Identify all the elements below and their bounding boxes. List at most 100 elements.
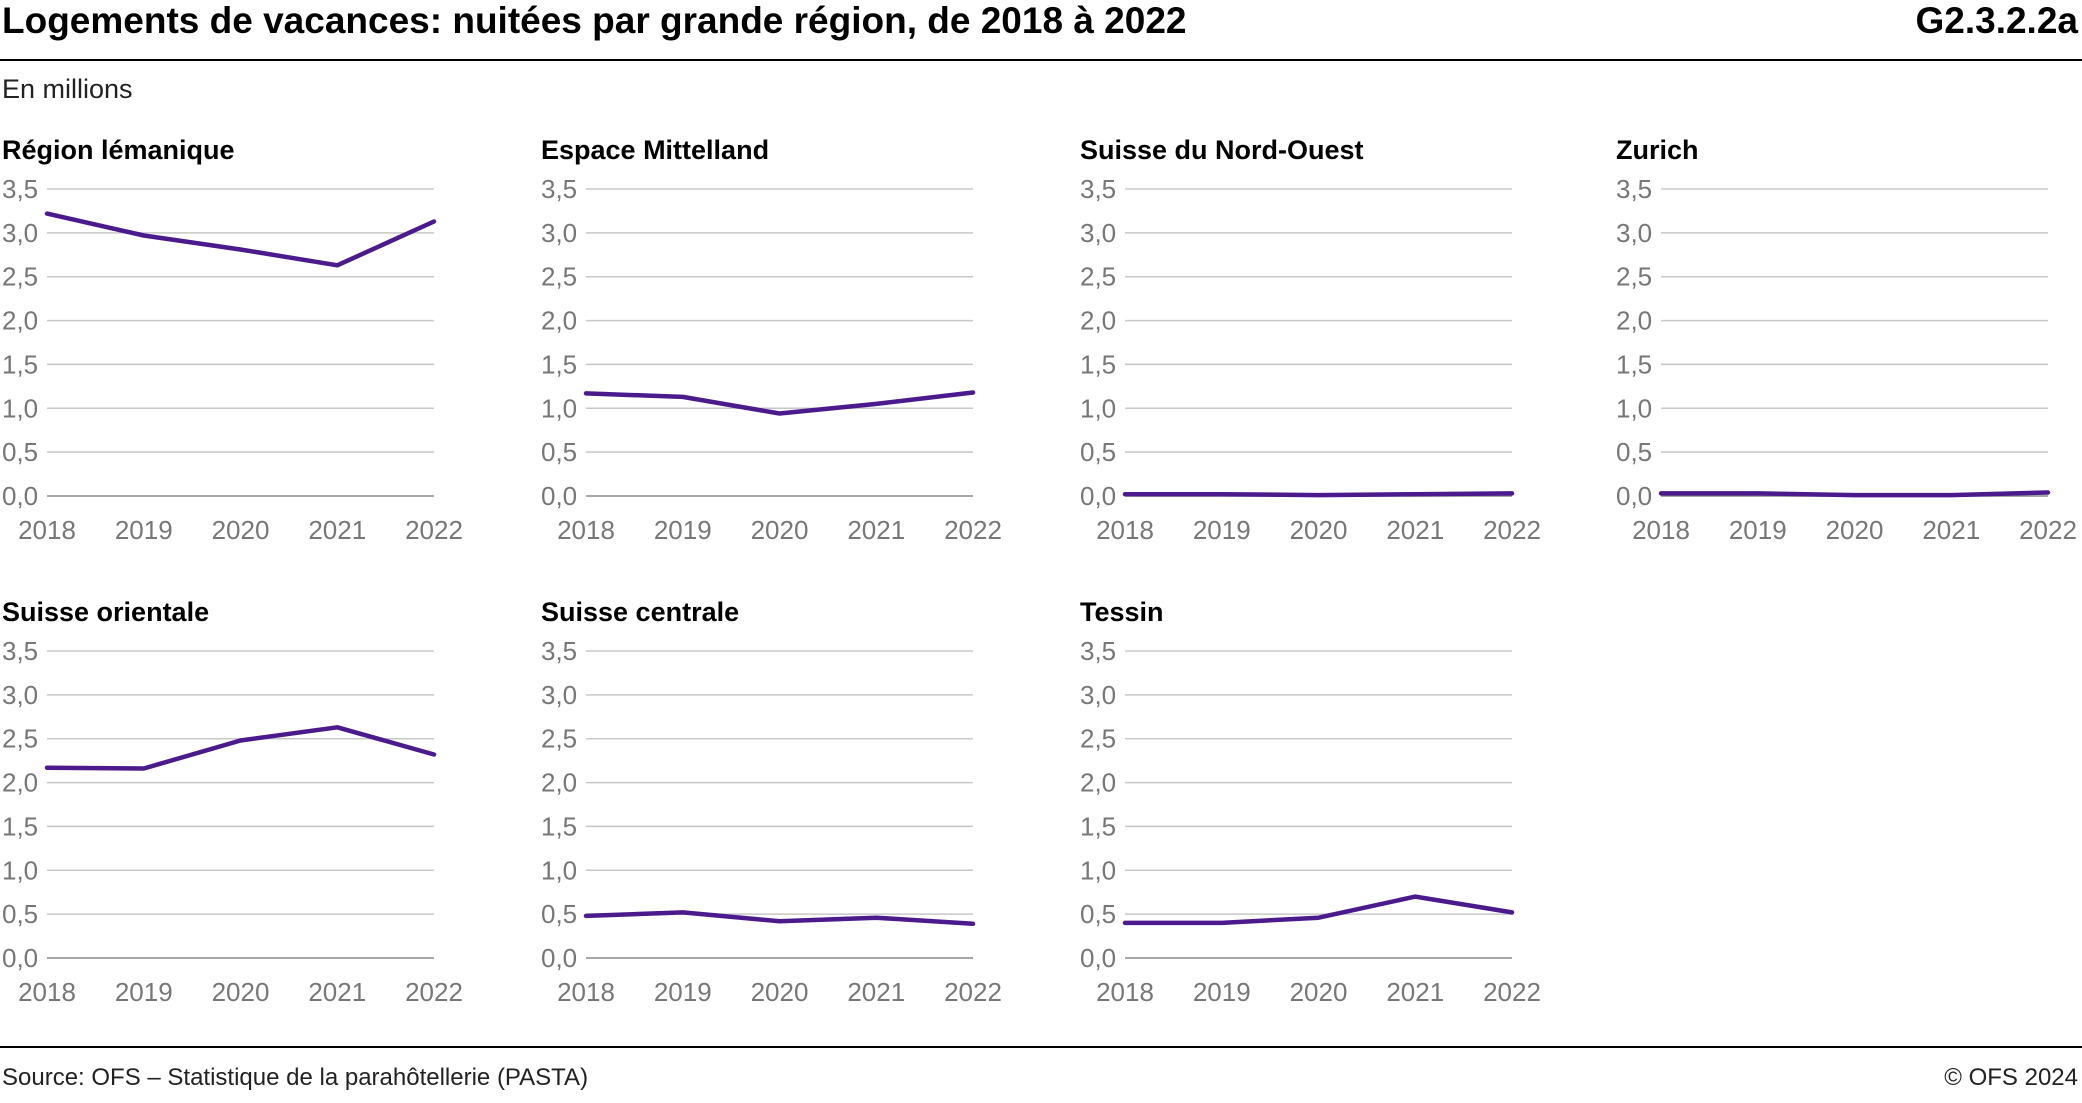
x-tick-label: 2019 <box>115 515 173 545</box>
y-tick-label: 1,0 <box>1080 855 1116 885</box>
y-tick-label: 0,0 <box>1616 481 1652 511</box>
y-tick-label: 2,0 <box>1080 768 1116 798</box>
x-tick-label: 2022 <box>405 977 463 1007</box>
x-tick-label: 2020 <box>212 515 270 545</box>
panel-3: Suisse du Nord-Ouest 0,0 0,5 1,0 1,5 2,0 2,5 3,… <box>1080 135 1541 545</box>
y-tick-label: 3,0 <box>1080 218 1116 248</box>
footer-rule <box>0 1046 2082 1048</box>
y-tick-label: 3,5 <box>541 174 577 204</box>
y-tick-label: 3,0 <box>2 218 38 248</box>
panel-2: Espace Mittelland 0,0 0,5 1,0 1,5 2,0 2,5 3,0 3,… <box>541 135 1002 545</box>
unit-label: En millions <box>2 74 133 104</box>
y-tick-label: 0,5 <box>2 437 38 467</box>
y-tick-label: 1,5 <box>2 811 38 841</box>
y-tick-label: 3,0 <box>1616 218 1652 248</box>
y-tick-label: 0,5 <box>2 899 38 929</box>
y-tick-label: 3,5 <box>541 636 577 666</box>
x-tick-label: 2018 <box>1096 515 1154 545</box>
x-tick-label: 2021 <box>1386 977 1444 1007</box>
y-tick-label: 1,5 <box>541 811 577 841</box>
x-tick-label: 2018 <box>1632 515 1690 545</box>
y-tick-label: 1,5 <box>1616 349 1652 379</box>
y-tick-label: 2,0 <box>2 306 38 336</box>
y-tick-label: 0,5 <box>541 437 577 467</box>
y-tick-label: 1,0 <box>2 393 38 423</box>
y-tick-label: 2,5 <box>2 724 38 754</box>
y-tick-label: 2,0 <box>541 306 577 336</box>
panel-title: Suisse du Nord-Ouest <box>1080 135 1364 165</box>
series-line <box>1658 490 2051 498</box>
x-tick-label: 2018 <box>1096 977 1154 1007</box>
x-tick-label: 2019 <box>654 977 712 1007</box>
y-tick-label: 1,5 <box>1080 811 1116 841</box>
panel-7: Tessin 0,0 0,5 1,0 1,5 2,0 2,5 3,0 3,5 2018 2019 20… <box>1080 597 1541 1007</box>
chart-header: Logements de vacances: nuitées par grand… <box>0 0 2082 62</box>
panel-title: Zurich <box>1616 135 1699 165</box>
y-tick-label: 2,5 <box>1080 262 1116 292</box>
y-tick-label: 3,5 <box>1616 174 1652 204</box>
x-tick-label: 2019 <box>115 977 173 1007</box>
y-tick-label: 1,5 <box>2 349 38 379</box>
y-tick-label: 2,5 <box>1080 724 1116 754</box>
y-tick-label: 0,0 <box>1080 943 1116 973</box>
x-tick-label: 2021 <box>308 515 366 545</box>
y-tick-label: 1,5 <box>1080 349 1116 379</box>
x-tick-label: 2020 <box>212 977 270 1007</box>
y-tick-label: 3,5 <box>1080 636 1116 666</box>
x-tick-label: 2021 <box>308 977 366 1007</box>
series-line <box>44 725 437 771</box>
series-line <box>1122 894 1515 926</box>
panel-5: Suisse orientale 0,0 0,5 1,0 1,5 2,0 2,5 3,0 3,5… <box>2 597 463 1007</box>
panel-1: Région lémanique 0,0 0,5 1,0 1,5 2,0 2,5 3,0 3,5… <box>2 135 463 545</box>
y-tick-label: 1,0 <box>1080 393 1116 423</box>
y-tick-label: 2,0 <box>2 768 38 798</box>
y-tick-label: 0,0 <box>541 943 577 973</box>
x-tick-label: 2021 <box>1386 515 1444 545</box>
x-tick-label: 2020 <box>1826 515 1884 545</box>
series-line <box>583 910 976 927</box>
x-tick-label: 2018 <box>557 515 615 545</box>
x-tick-label: 2022 <box>1483 515 1541 545</box>
y-tick-label: 0,0 <box>1080 481 1116 511</box>
x-tick-label: 2019 <box>1729 515 1787 545</box>
x-tick-label: 2022 <box>1483 977 1541 1007</box>
y-tick-label: 2,5 <box>541 262 577 292</box>
source-note: Source: OFS – Statistique de la parahôte… <box>2 1064 589 1091</box>
y-tick-label: 1,0 <box>1616 393 1652 423</box>
y-tick-label: 2,0 <box>1616 306 1652 336</box>
y-tick-label: 3,0 <box>2 680 38 710</box>
x-tick-label: 2019 <box>654 515 712 545</box>
x-tick-label: 2021 <box>847 977 905 1007</box>
y-tick-label: 0,0 <box>2 481 38 511</box>
panel-6: Suisse centrale 0,0 0,5 1,0 1,5 2,0 2,5 3,0 3,5 2… <box>541 597 1002 1007</box>
y-tick-label: 3,5 <box>2 636 38 666</box>
chart-code: G2.3.2.2a <box>1915 0 2078 41</box>
x-tick-label: 2022 <box>405 515 463 545</box>
x-tick-label: 2021 <box>1922 515 1980 545</box>
x-tick-label: 2022 <box>944 515 1002 545</box>
panel-title: Espace Mittelland <box>541 135 769 165</box>
y-tick-label: 3,0 <box>541 218 577 248</box>
chart-title: Logements de vacances: nuitées par grand… <box>2 0 1187 41</box>
y-tick-label: 1,0 <box>541 393 577 423</box>
x-tick-label: 2020 <box>751 977 809 1007</box>
y-tick-label: 3,5 <box>2 174 38 204</box>
x-tick-label: 2018 <box>18 977 76 1007</box>
y-tick-label: 3,0 <box>1080 680 1116 710</box>
y-tick-label: 0,5 <box>541 899 577 929</box>
y-tick-label: 2,5 <box>2 262 38 292</box>
copyright-note: © OFS 2024 <box>1944 1064 2078 1091</box>
y-tick-label: 1,5 <box>541 349 577 379</box>
x-tick-label: 2022 <box>2019 515 2077 545</box>
x-tick-label: 2020 <box>1290 515 1348 545</box>
panel-title: Suisse centrale <box>541 597 739 627</box>
x-tick-label: 2019 <box>1193 977 1251 1007</box>
y-tick-label: 0,5 <box>1080 437 1116 467</box>
y-tick-label: 2,5 <box>541 724 577 754</box>
y-tick-label: 1,0 <box>2 855 38 885</box>
x-tick-label: 2021 <box>847 515 905 545</box>
x-tick-label: 2020 <box>1290 977 1348 1007</box>
series-line <box>44 211 437 268</box>
panel-4: Zurich 0,0 0,5 1,0 1,5 2,0 2,5 3,0 3,5 2018 2019 20… <box>1616 135 2077 545</box>
panel-title: Suisse orientale <box>2 597 209 627</box>
